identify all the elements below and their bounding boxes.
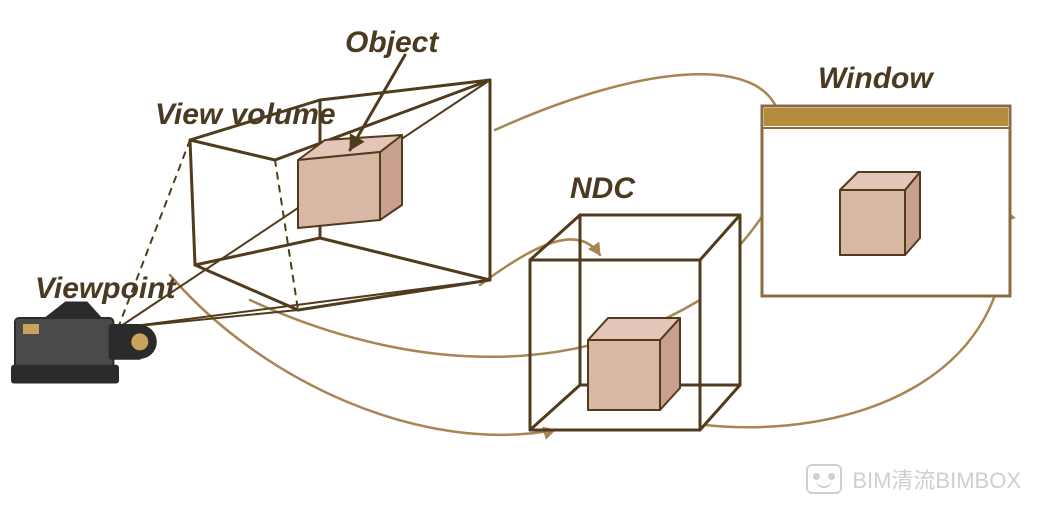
label-window: Window <box>818 62 933 96</box>
label-viewpoint: Viewpoint <box>35 272 176 306</box>
watermark: BIM清流BIMBOX <box>806 463 1021 495</box>
diagram-stage: { "canvas": { "width": 1049, "height": 5… <box>0 0 1049 517</box>
watermark-text: BIM清流BIMBOX <box>852 463 1021 495</box>
label-ndc: NDC <box>570 172 635 206</box>
label-view-volume: View volume <box>155 98 336 132</box>
wechat-icon <box>806 464 842 494</box>
label-object: Object <box>345 26 438 60</box>
